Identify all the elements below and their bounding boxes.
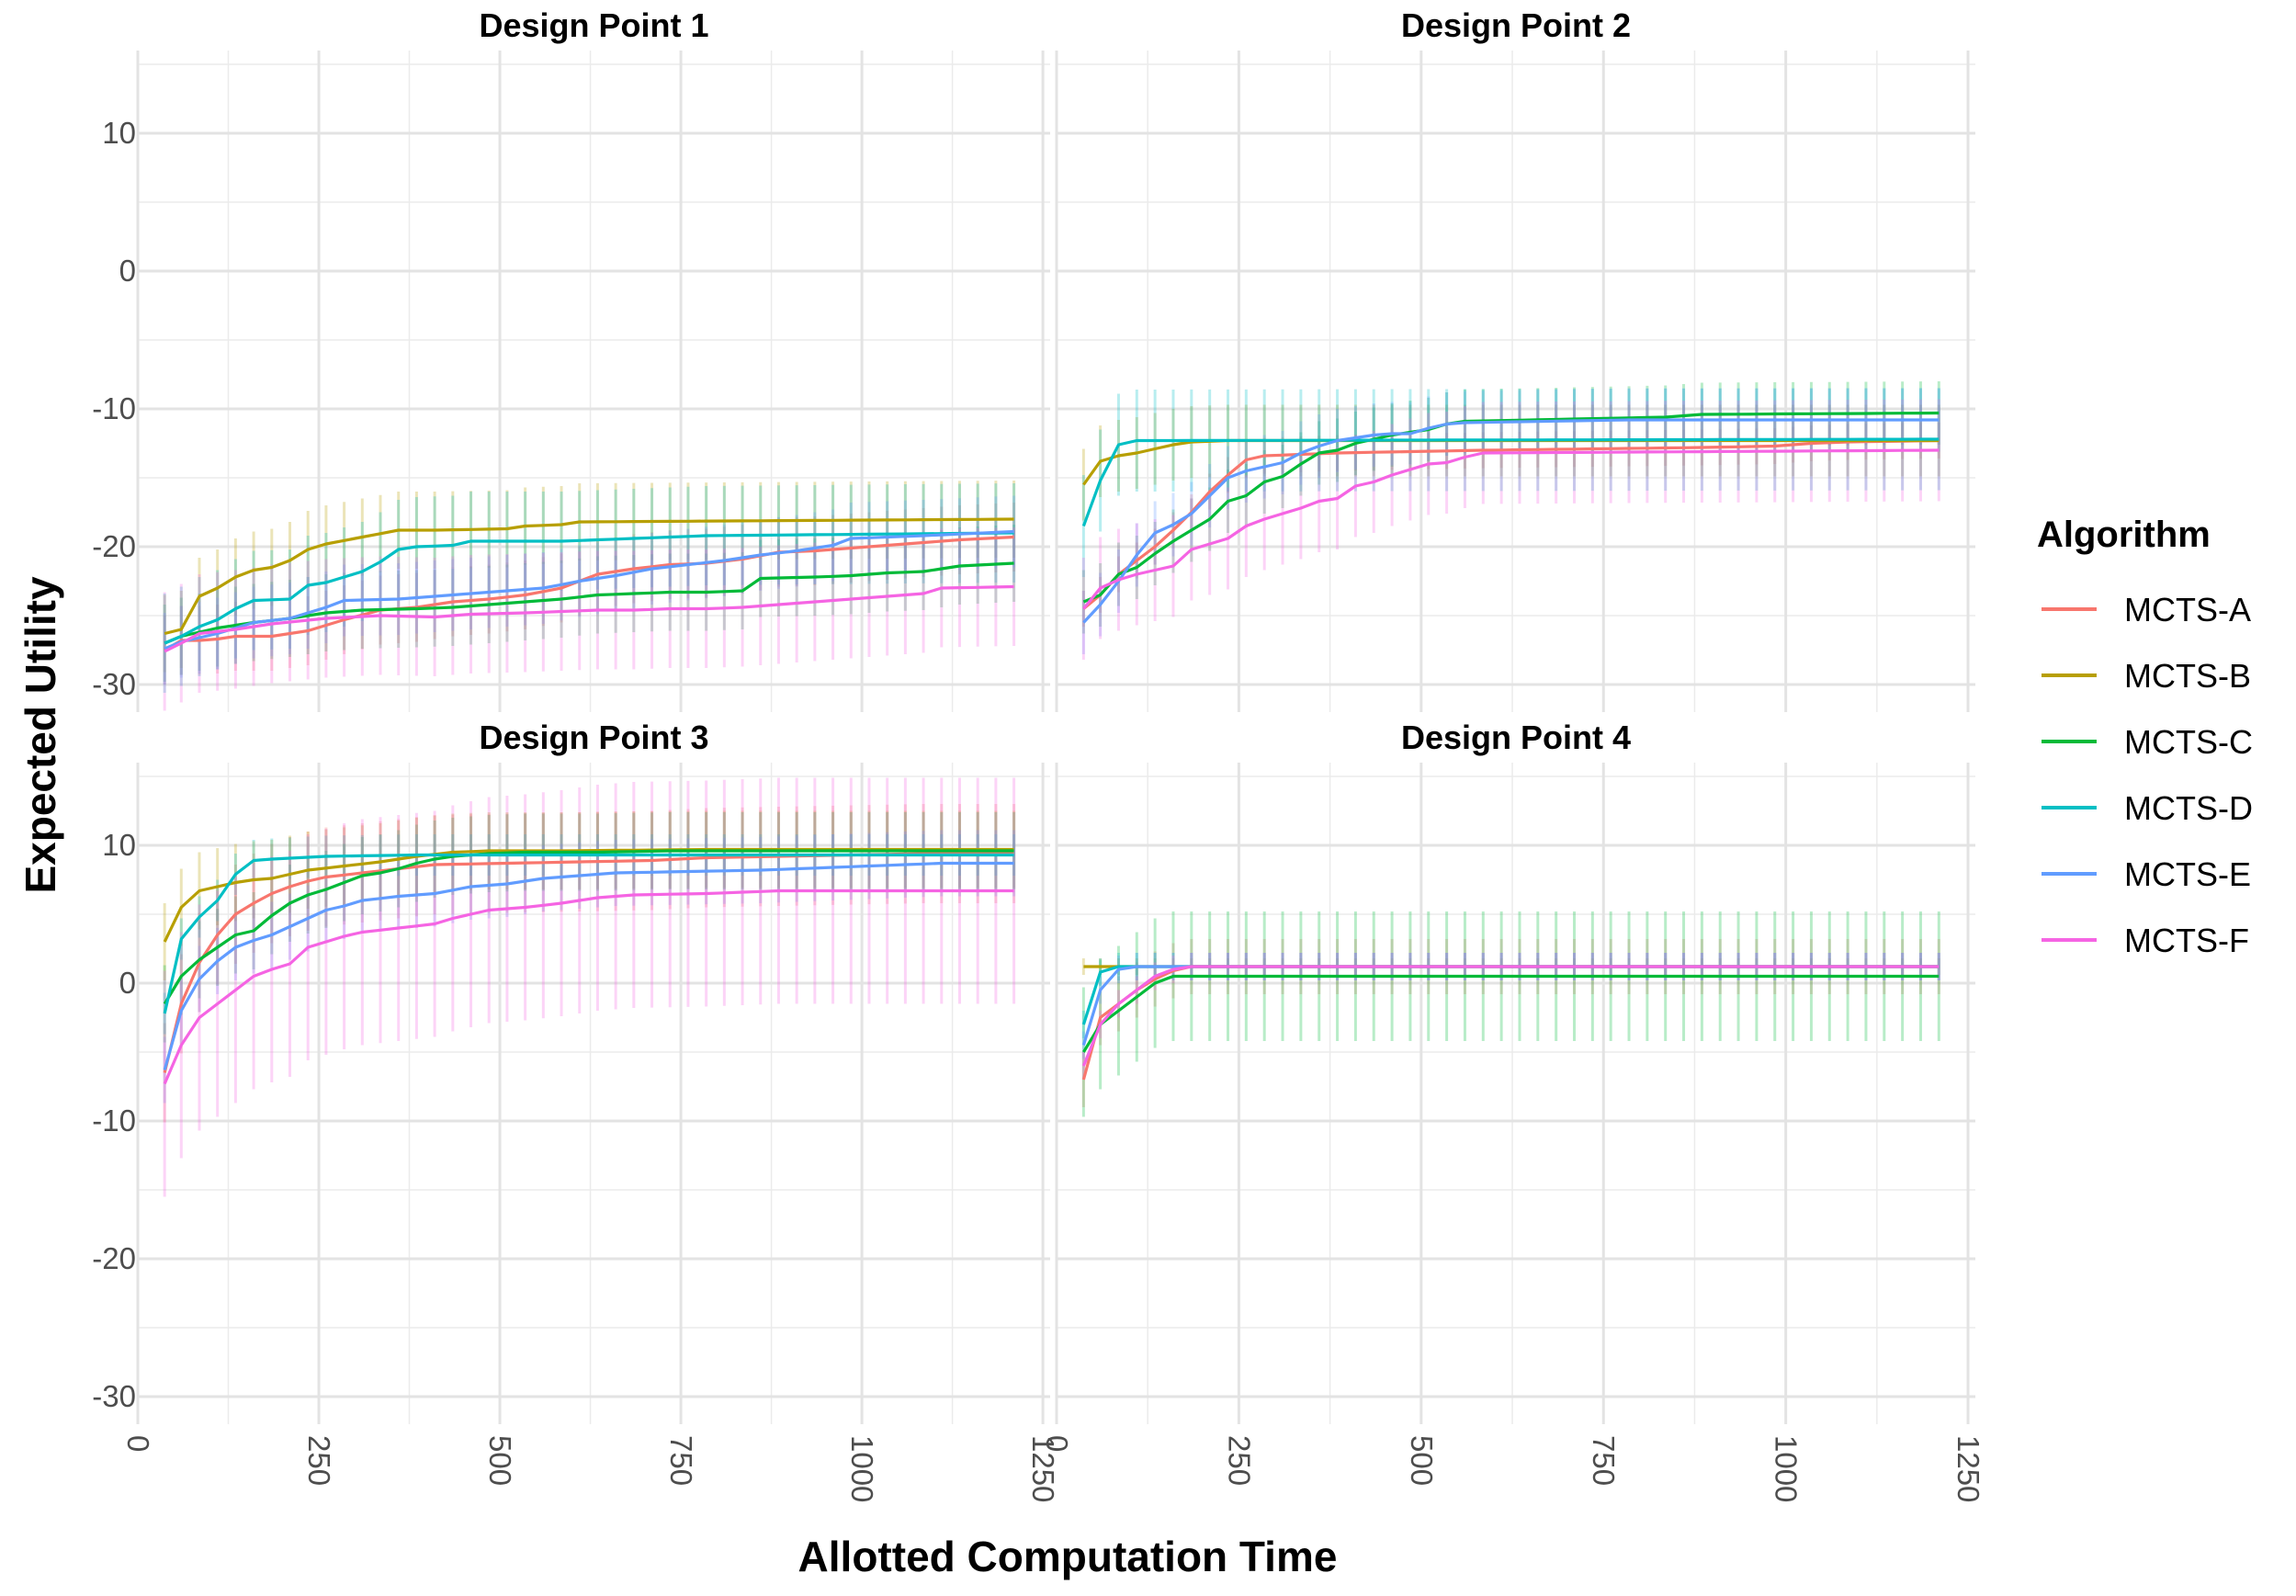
y-tick-label: -10 <box>92 1104 136 1138</box>
x-tick-label: 1250 <box>1951 1435 1985 1502</box>
series-line-mcts-c <box>1082 974 1940 1053</box>
y-tick-label: 10 <box>102 116 136 150</box>
panel-title: Design Point 2 <box>1401 6 1631 44</box>
x-tick-label: 500 <box>483 1435 517 1486</box>
legend-label: MCTS-B <box>2124 657 2251 695</box>
series-line-mcts-c <box>1082 411 1940 604</box>
panels-layer: Design Point 1 10 0 -10 -20 -30 Design Point 2… <box>92 6 1985 1502</box>
x-tick-label: 0 <box>1040 1435 1074 1452</box>
y-tick-label: 10 <box>102 828 136 862</box>
series-line-mcts-d <box>164 531 1014 645</box>
series-line-mcts-d <box>163 853 1014 1014</box>
panel-title: Design Point 1 <box>479 6 708 44</box>
legend-item-mcts-e: MCTS-E <box>2042 855 2251 893</box>
x-tick-label: 1000 <box>845 1435 879 1502</box>
series-line-mcts-e <box>1082 418 1940 624</box>
x-tick-label: 1250 <box>1026 1435 1060 1502</box>
panel-4: Design Point 4 0 250 500 750 1000 1250 <box>1040 719 1985 1502</box>
series-line-mcts-e <box>163 861 1014 1070</box>
series-line-mcts-e <box>164 529 1014 651</box>
panel-1: Design Point 1 10 0 -10 -20 -30 <box>92 6 1050 712</box>
y-tick-label: 0 <box>119 966 136 1000</box>
legend-item-mcts-c: MCTS-C <box>2042 723 2253 761</box>
series-line-mcts-c <box>163 849 1014 1005</box>
y-tick-label: -20 <box>92 529 136 563</box>
legend-label: MCTS-D <box>2124 789 2253 827</box>
y-tick-label: 0 <box>119 254 136 288</box>
y-tick-label: -30 <box>92 1379 136 1413</box>
series-line-mcts-f <box>1082 448 1940 610</box>
y-tick-label: -20 <box>92 1241 136 1275</box>
legend-item-mcts-d: MCTS-D <box>2042 789 2253 827</box>
y-tick-label: -10 <box>92 391 136 425</box>
legend-item-mcts-b: MCTS-B <box>2042 657 2251 695</box>
x-axis-title: Allotted Computation Time <box>798 1533 1338 1580</box>
panel-2: Design Point 2 <box>1055 6 1975 712</box>
x-tick-label: 0 <box>121 1435 155 1452</box>
series-line-mcts-a <box>164 535 1014 651</box>
errorbars-mcts-c <box>1081 911 1940 1117</box>
panel-3: Design Point 3 10 0 -10 -20 -30 0 250 500 750 1000… <box>92 719 1060 1502</box>
series-line-mcts-f <box>163 889 1014 1085</box>
legend: Algorithm MCTS-A MCTS-B MCTS-C MCTS-D MCTS-E… <box>2037 515 2253 959</box>
legend-label: MCTS-F <box>2124 922 2249 959</box>
x-tick-label: 250 <box>302 1435 336 1486</box>
x-tick-label: 750 <box>1587 1435 1621 1486</box>
series-line-mcts-f <box>164 584 1014 653</box>
errorbars-mcts-f <box>163 777 1016 1197</box>
series-line-mcts-f <box>1081 965 1940 1067</box>
series-line-mcts-c <box>164 561 1014 645</box>
x-tick-label: 750 <box>664 1435 698 1486</box>
series-line-mcts-d <box>1081 437 1940 527</box>
panel-title: Design Point 3 <box>479 719 708 756</box>
legend-item-mcts-f: MCTS-F <box>2042 922 2249 959</box>
y-axis-title: Expected Utility <box>17 576 64 894</box>
legend-label: MCTS-E <box>2124 855 2251 893</box>
legend-title: Algorithm <box>2037 515 2211 555</box>
panel-title: Design Point 4 <box>1401 719 1631 756</box>
legend-label: MCTS-A <box>2124 591 2251 628</box>
legend-item-mcts-a: MCTS-A <box>2042 591 2251 628</box>
x-tick-label: 500 <box>1405 1435 1439 1486</box>
x-tick-label: 1000 <box>1770 1435 1804 1502</box>
legend-label: MCTS-C <box>2124 723 2253 761</box>
y-tick-label: -30 <box>92 667 136 701</box>
series-line-mcts-a <box>1082 438 1940 610</box>
x-tick-label: 250 <box>1222 1435 1256 1486</box>
series-line-mcts-b <box>164 517 1014 636</box>
